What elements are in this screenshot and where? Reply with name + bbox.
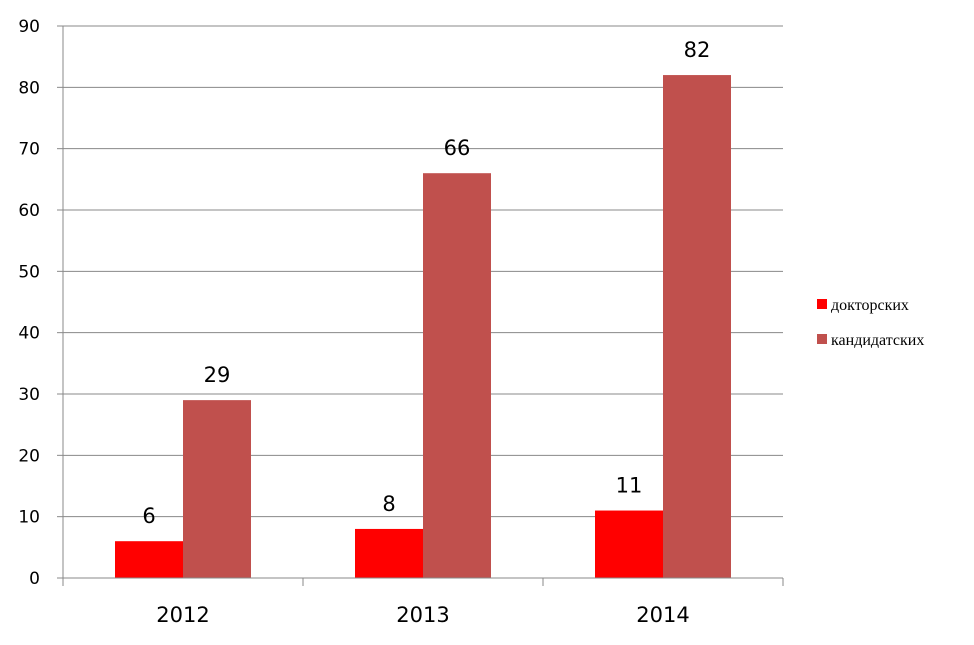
data-label: 29 <box>204 363 231 387</box>
data-labels: 6 8 11 29 66 82 <box>142 38 710 528</box>
x-tick-label: 2014 <box>636 603 689 627</box>
y-tick-label: 10 <box>18 508 40 528</box>
y-tick-label: 70 <box>18 140 40 160</box>
y-tick-label: 0 <box>29 569 40 589</box>
data-label: 11 <box>616 474 643 498</box>
bar <box>183 400 251 578</box>
data-label: 8 <box>382 492 395 516</box>
x-tick-label: 2013 <box>396 603 449 627</box>
bar <box>423 173 491 578</box>
axes <box>57 25 784 586</box>
y-tick-label: 40 <box>18 324 40 344</box>
data-label: 66 <box>444 136 471 160</box>
bar <box>355 528 423 578</box>
y-tick-label: 90 <box>18 17 40 37</box>
x-tick-label: 2012 <box>156 603 209 627</box>
legend: докторских кандидатских <box>817 297 924 349</box>
y-tick-label: 60 <box>18 201 40 221</box>
data-label: 6 <box>142 504 155 528</box>
y-tick-label: 80 <box>18 78 40 98</box>
bar <box>115 541 183 578</box>
bar <box>663 75 731 579</box>
legend-swatch <box>817 334 827 344</box>
data-label: 82 <box>684 38 711 62</box>
legend-label: кандидатских <box>831 332 924 349</box>
x-axis-ticks: 2012 2013 2014 <box>156 603 689 627</box>
legend-label: докторских <box>831 297 909 314</box>
y-tick-label: 30 <box>18 385 40 405</box>
y-tick-label: 50 <box>18 262 40 282</box>
bar <box>595 510 663 578</box>
y-axis-ticks: 0 10 20 30 40 50 60 70 80 90 <box>18 17 40 589</box>
bars <box>115 75 731 579</box>
y-tick-label: 20 <box>18 446 40 466</box>
legend-swatch <box>817 299 827 309</box>
